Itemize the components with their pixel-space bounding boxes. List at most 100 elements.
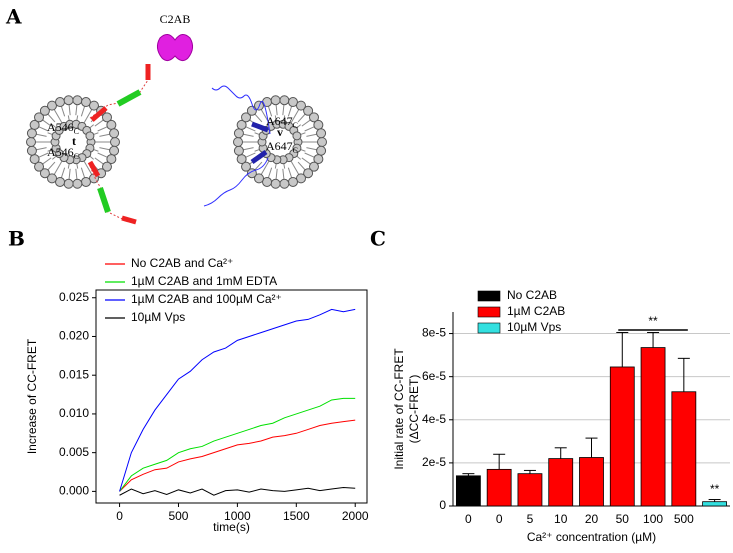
lipid-head [55,176,66,187]
lipid-head [72,178,83,189]
x-tick-label: 10 [554,512,568,526]
lipid-head [287,176,298,187]
lipid-head [63,178,74,189]
lipid-tail [80,167,86,179]
lipid-tail [99,147,111,151]
lipid-tail [60,105,66,117]
y-tick-label: 8e-5 [422,326,446,340]
lipid-tail [245,152,256,158]
y-axis-label: Initial rate of CC-FRET [392,348,406,470]
x-tick-label: 0 [116,509,123,523]
lipid-tail [41,157,52,165]
lipid-head [106,154,117,165]
bar [640,347,666,507]
x-tick-label: 100 [643,512,663,526]
lipid-tail [80,105,86,117]
lipid-tail [275,104,278,116]
lipid-head [29,154,40,165]
helix [97,187,111,213]
legend-label: 1µM C2AB [507,304,565,318]
lipid-head [39,105,50,116]
y-tick-label: 0.005 [59,445,89,459]
lipid-tail [293,165,300,176]
y-axis-label: Increase of CC-FRET [25,338,39,454]
lipid-tail [301,157,312,165]
data-line [119,487,356,496]
y-tick-label: 0.025 [59,290,89,304]
lipid-head [279,95,290,106]
lipid-tail [282,104,285,116]
x-tick-label: 500 [674,512,694,526]
lipid-head [233,145,244,156]
y-tick-label: 0.020 [59,329,89,343]
lipid-tail [297,113,306,123]
lipid-head [34,161,45,172]
lipid-head [26,145,37,156]
lipid-head [296,173,306,184]
legend-swatch [477,322,501,334]
lipid-tail [86,108,93,119]
vesicle [26,95,120,189]
lipid-tail [267,105,273,117]
lipid-tail [254,113,263,123]
bar [671,391,697,507]
lipid-tail [260,108,267,119]
x-tick-label: 1500 [283,509,310,523]
x-tick-label: 0 [465,512,472,526]
x-tick-label: 0 [496,512,503,526]
lipid-tail [306,147,318,151]
lipid-head [26,137,36,147]
legend-swatch [477,290,501,302]
lipid-head [236,119,247,130]
lipid-tail [35,147,47,151]
lipid-tail [282,168,285,180]
diagram: A C2AB t A546C A546C v A647C A647C [5,5,327,225]
lipid-tail [60,167,66,179]
lipid-head [303,105,314,116]
lipid-tail [304,152,315,158]
lipid-tail [97,152,108,158]
lipid-tail [287,167,293,179]
lipid-head [47,100,57,111]
lipid-tail [275,168,278,180]
lipid-head [29,119,40,130]
legend-label: No C2AB [507,288,557,302]
lipid-head [316,145,327,156]
bar [455,475,481,507]
lipid-tail [242,147,254,151]
lipid-tail [47,113,56,123]
x-tick-label: 20 [585,512,599,526]
bar [702,501,728,507]
x-tick-label: 500 [168,509,188,523]
lipid-head [63,95,74,106]
data-line [119,308,356,492]
lipid-head [85,131,95,141]
lipid-head [254,173,264,184]
helix [121,215,137,225]
lipid-tail [287,105,293,117]
lipid-head [308,161,319,172]
lipid-head [109,145,120,156]
lipid-tail [68,168,71,180]
panel-label: C [370,227,386,251]
lipid-head [55,97,66,108]
lipid-tail [35,133,47,137]
vesicle-label: t [72,134,76,148]
lipid-tail [297,161,306,171]
lipid-head [270,95,281,106]
lipid-tail [94,157,105,165]
protein-label: C2AB [160,12,191,26]
lipid-head [316,128,327,139]
panel-label: B [8,227,25,251]
y-tick-label: 0 [439,498,446,512]
lipid-head [101,161,112,172]
lipid-head [80,176,91,187]
lipid-tail [245,126,256,132]
lipid-head [262,176,273,187]
y-tick-label: 2e-5 [422,455,446,469]
x-tick-label: 5 [527,512,534,526]
lipid-head [236,154,247,165]
site-label: A546C [47,120,79,136]
lipid-tail [267,167,273,179]
lipid-head [292,131,302,141]
